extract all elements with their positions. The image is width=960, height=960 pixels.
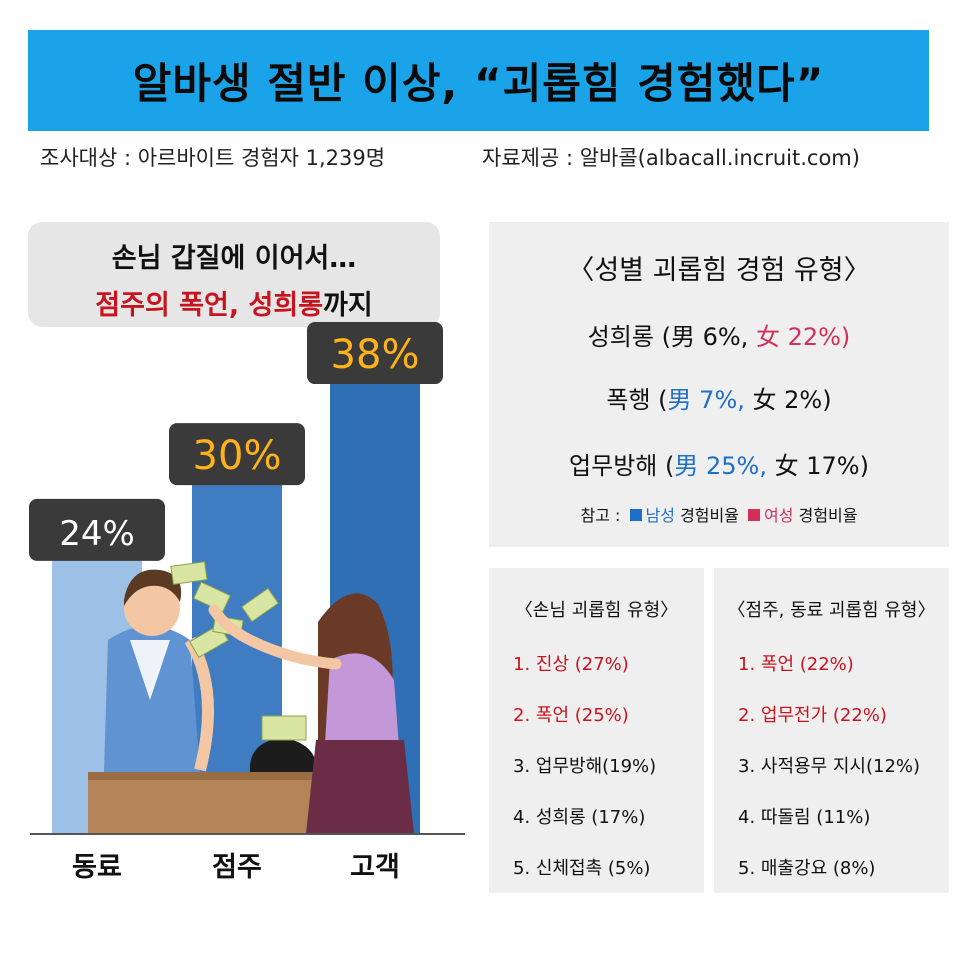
gender-row-label: 업무방해 (	[569, 452, 675, 480]
legend-note: 참고 : 남성 경험비율 여성 경험비율	[489, 502, 949, 526]
value-label-box	[169, 423, 305, 486]
gender-row-male: 男 6%,	[670, 323, 749, 351]
value-label: 24%	[59, 514, 135, 554]
gender-row-female: 女 2%)	[752, 386, 832, 414]
customer-skirt	[306, 740, 414, 834]
survey-source: 자료제공 : 알바콜(albacall.incruit.com)	[482, 146, 860, 170]
customer-harassment-panel: 〈손님 괴롭힘 유형〉 1. 진상 (27%) 2. 폭언 (25%) 3. 업무방…	[489, 568, 704, 893]
gender-panel: 〈성별 괴롭힘 경험 유형〉 성희롱 (男 6%, 女 22%) 폭행 (男 7%…	[489, 222, 949, 547]
legend-male-word: 남성	[645, 506, 675, 525]
list-item: 2. 폭언 (25%)	[513, 705, 629, 726]
list-item: 5. 신체접촉 (5%)	[513, 858, 651, 879]
female-square-icon	[748, 509, 761, 521]
value-label-box	[29, 498, 165, 561]
title-banner: 알바생 절반 이상, “괴롭힘 경험했다”	[28, 30, 929, 131]
owner-panel-title: 〈점주, 동료 괴롭힘 유형〉	[727, 600, 936, 621]
clerk-head	[124, 580, 180, 636]
list-item: 2. 업무전가 (22%)	[738, 705, 887, 726]
gender-row: 폭행 (男 7%, 女 2%)	[489, 380, 949, 415]
value-label-box	[307, 322, 443, 385]
callout-box: 손님 갑질에 이어서… 점주의 폭언, 성희롱까지	[28, 222, 440, 327]
page-title: 알바생 절반 이상, “괴롭힘 경험했다”	[132, 59, 825, 108]
legend-prefix: 참고 :	[580, 506, 621, 525]
male-square-icon	[629, 509, 642, 521]
callout-rest-2: 까지	[323, 290, 373, 321]
list-item: 1. 폭언 (22%)	[738, 654, 854, 675]
callout-strong: 손님 갑질	[111, 243, 221, 274]
gender-row-male: 男 25%,	[674, 452, 767, 480]
list-item: 4. 따돌림 (11%)	[738, 807, 871, 828]
list-item: 5. 매출강요 (8%)	[738, 858, 876, 879]
callout-red: 점주의 폭언, 성희롱	[95, 290, 324, 321]
callout-rest-1: 에 이어서…	[220, 243, 357, 274]
bar-chart: 24% 동료 30% 점주 38% 고객	[29, 322, 465, 883]
survey-subject: 조사대상 : 아르바이트 경험자 1,239명	[40, 146, 386, 170]
gender-row: 성희롱 (男 6%, 女 22%)	[489, 317, 949, 352]
gender-row-label: 성희롱 (	[587, 323, 671, 351]
illustration-clerk-customer	[88, 561, 414, 834]
list-item: 1. 진상 (27%)	[513, 654, 629, 675]
owner-harassment-panel: 〈점주, 동료 괴롭힘 유형〉 1. 폭언 (22%) 2. 업무전가 (22%)…	[714, 568, 949, 893]
clerk-body	[104, 626, 200, 772]
gender-row-female: 女 17%)	[774, 452, 869, 480]
wallet-shape	[249, 738, 318, 772]
gender-row: 업무방해 (男 25%, 女 17%)	[489, 446, 949, 481]
counter-shape	[88, 772, 338, 834]
list-item: 4. 성희롱 (17%)	[513, 807, 646, 828]
legend-female-word: 여성	[764, 506, 794, 525]
value-label: 38%	[331, 332, 420, 378]
gender-row-female: 女 22%)	[755, 323, 851, 351]
legend-male-rest: 경험비율	[680, 506, 739, 525]
legend-female-rest: 경험비율	[798, 506, 858, 525]
list-item: 3. 사적용무 지시(12%)	[738, 756, 921, 777]
category-label: 고객	[350, 852, 400, 883]
gender-row-label: 폭행 (	[606, 386, 668, 414]
category-label: 점주	[212, 852, 262, 883]
callout-line-2: 점주의 폭언, 성희롱까지	[28, 283, 440, 322]
gender-row-male: 男 7%,	[667, 386, 745, 414]
customer-panel-title: 〈손님 괴롭힘 유형〉	[514, 600, 679, 621]
list-item: 3. 업무방해(19%)	[513, 756, 657, 777]
gender-panel-title: 〈성별 괴롭힘 경험 유형〉	[567, 255, 871, 286]
customer-top	[324, 653, 400, 760]
value-label: 30%	[193, 433, 282, 479]
category-label: 동료	[72, 852, 122, 883]
callout-line-1: 손님 갑질에 이어서…	[28, 236, 440, 275]
